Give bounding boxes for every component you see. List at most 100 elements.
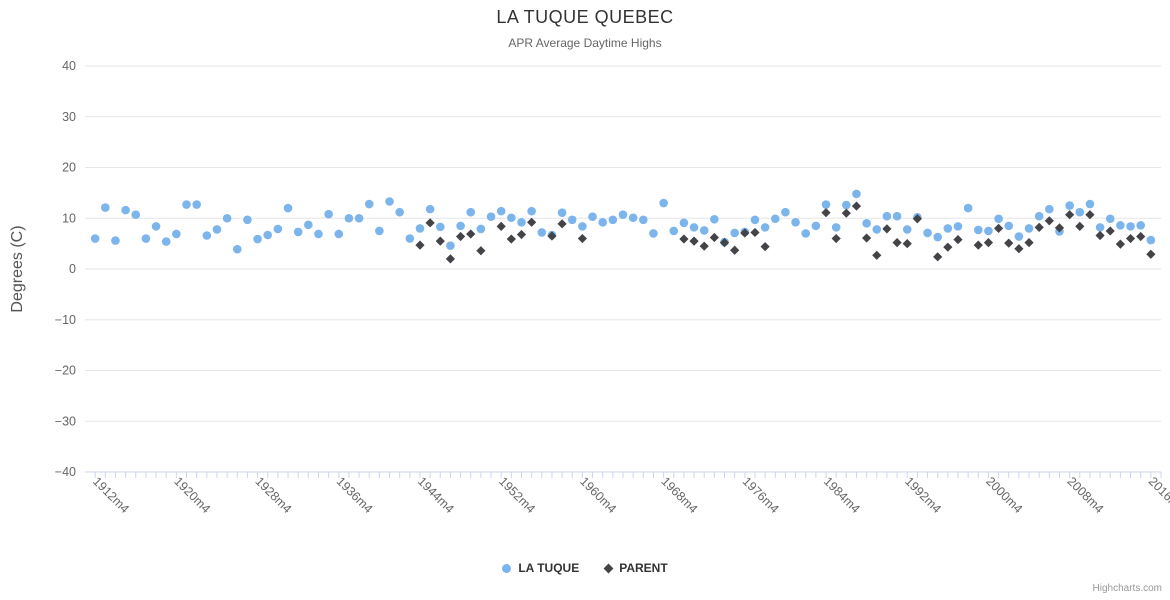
data-point-la-tuque[interactable] (131, 210, 141, 219)
data-point-parent[interactable] (466, 229, 476, 239)
data-point-parent[interactable] (1136, 231, 1146, 242)
data-point-parent[interactable] (719, 238, 730, 248)
data-point-la-tuque[interactable] (486, 212, 496, 222)
data-point-la-tuque[interactable] (1045, 204, 1054, 214)
data-point-la-tuque[interactable] (1004, 221, 1014, 231)
data-point-parent[interactable] (1054, 223, 1065, 233)
data-point-la-tuque[interactable] (618, 210, 628, 219)
data-point-parent[interactable] (1125, 233, 1136, 244)
data-point-parent[interactable] (730, 245, 740, 255)
data-point-la-tuque[interactable] (517, 218, 526, 227)
data-point-la-tuque[interactable] (334, 229, 344, 239)
data-point-la-tuque[interactable] (598, 218, 607, 227)
data-point-parent[interactable] (841, 208, 851, 218)
data-point-la-tuque[interactable] (730, 228, 739, 238)
data-point-la-tuque[interactable] (943, 224, 953, 233)
data-point-la-tuque[interactable] (111, 236, 120, 245)
data-point-parent[interactable] (577, 233, 587, 244)
data-point-la-tuque[interactable] (791, 218, 800, 227)
data-point-la-tuque[interactable] (963, 203, 973, 213)
data-point-parent[interactable] (1075, 221, 1085, 231)
data-point-la-tuque[interactable] (222, 213, 232, 223)
data-point-la-tuque[interactable] (801, 229, 811, 238)
data-point-la-tuque[interactable] (973, 225, 983, 235)
data-point-la-tuque[interactable] (1024, 224, 1034, 233)
data-point-la-tuque[interactable] (953, 222, 963, 231)
data-point-parent[interactable] (1024, 238, 1034, 248)
data-point-la-tuque[interactable] (192, 200, 201, 209)
data-point-parent[interactable] (709, 232, 719, 243)
data-point-la-tuque[interactable] (984, 226, 993, 236)
data-point-la-tuque[interactable] (689, 223, 699, 232)
data-point-parent[interactable] (425, 218, 435, 228)
data-point-la-tuque[interactable] (781, 207, 790, 217)
data-point-parent[interactable] (415, 240, 425, 250)
data-point-la-tuque[interactable] (324, 209, 333, 219)
data-point-parent[interactable] (953, 234, 963, 245)
data-point-parent[interactable] (760, 242, 770, 252)
data-point-la-tuque[interactable] (760, 223, 770, 232)
data-point-parent[interactable] (476, 246, 486, 256)
data-point-la-tuque[interactable] (842, 200, 851, 210)
data-point-la-tuque[interactable] (537, 228, 547, 237)
data-point-parent[interactable] (516, 229, 527, 240)
data-point-la-tuque[interactable] (1136, 221, 1145, 230)
data-point-la-tuque[interactable] (161, 237, 171, 246)
data-point-la-tuque[interactable] (770, 214, 780, 224)
data-point-la-tuque[interactable] (699, 226, 709, 235)
data-point-la-tuque[interactable] (141, 234, 151, 243)
data-point-parent[interactable] (1044, 216, 1054, 226)
data-point-la-tuque[interactable] (344, 213, 354, 223)
data-point-la-tuque[interactable] (862, 219, 871, 228)
data-point-parent[interactable] (455, 231, 466, 242)
data-point-parent[interactable] (933, 252, 943, 262)
data-point-la-tuque[interactable] (283, 203, 293, 213)
data-point-parent[interactable] (1146, 249, 1156, 259)
data-point-parent[interactable] (689, 236, 699, 246)
data-point-parent[interactable] (1004, 238, 1014, 248)
data-point-la-tuque[interactable] (476, 224, 486, 234)
data-point-la-tuque[interactable] (1085, 199, 1095, 209)
data-point-la-tuque[interactable] (628, 213, 638, 223)
data-point-parent[interactable] (882, 224, 892, 234)
data-point-la-tuque[interactable] (456, 221, 465, 231)
data-point-la-tuque[interactable] (1116, 221, 1125, 230)
data-point-parent[interactable] (912, 214, 922, 224)
data-point-parent[interactable] (1014, 244, 1024, 254)
data-point-parent[interactable] (1105, 226, 1115, 236)
data-point-la-tuque[interactable] (933, 232, 942, 242)
data-point-parent[interactable] (527, 217, 537, 227)
data-point-parent[interactable] (679, 234, 689, 244)
data-point-la-tuque[interactable] (669, 226, 679, 236)
data-point-la-tuque[interactable] (446, 241, 455, 250)
highcharts-credit[interactable]: Highcharts.com (1092, 583, 1162, 594)
data-point-la-tuque[interactable] (1095, 223, 1105, 232)
data-point-la-tuque[interactable] (314, 229, 323, 239)
data-point-parent[interactable] (872, 250, 882, 260)
data-point-la-tuque[interactable] (557, 208, 567, 217)
data-point-la-tuque[interactable] (293, 227, 303, 237)
data-point-la-tuque[interactable] (1065, 201, 1074, 210)
data-point-parent[interactable] (973, 240, 983, 250)
data-point-la-tuque[interactable] (151, 222, 161, 231)
data-point-la-tuque[interactable] (415, 224, 425, 233)
data-point-la-tuque[interactable] (578, 222, 587, 231)
data-point-la-tuque[interactable] (304, 220, 313, 230)
data-point-la-tuque[interactable] (121, 205, 130, 215)
data-point-parent[interactable] (1115, 239, 1125, 249)
data-point-la-tuque[interactable] (385, 197, 394, 206)
data-point-parent[interactable] (831, 233, 841, 244)
data-point-la-tuque[interactable] (811, 221, 821, 231)
data-point-parent[interactable] (557, 219, 567, 229)
data-point-la-tuque[interactable] (588, 212, 597, 222)
legend-item-parent[interactable]: PARENT (603, 561, 668, 575)
data-point-parent[interactable] (1065, 210, 1075, 220)
data-point-la-tuque[interactable] (232, 244, 242, 254)
data-point-parent[interactable] (851, 201, 862, 211)
data-point-la-tuque[interactable] (608, 215, 618, 225)
data-point-la-tuque[interactable] (496, 206, 506, 216)
data-point-la-tuque[interactable] (507, 213, 516, 223)
data-point-la-tuque[interactable] (243, 215, 252, 225)
data-point-la-tuque[interactable] (994, 214, 1003, 224)
data-point-la-tuque[interactable] (395, 207, 404, 217)
